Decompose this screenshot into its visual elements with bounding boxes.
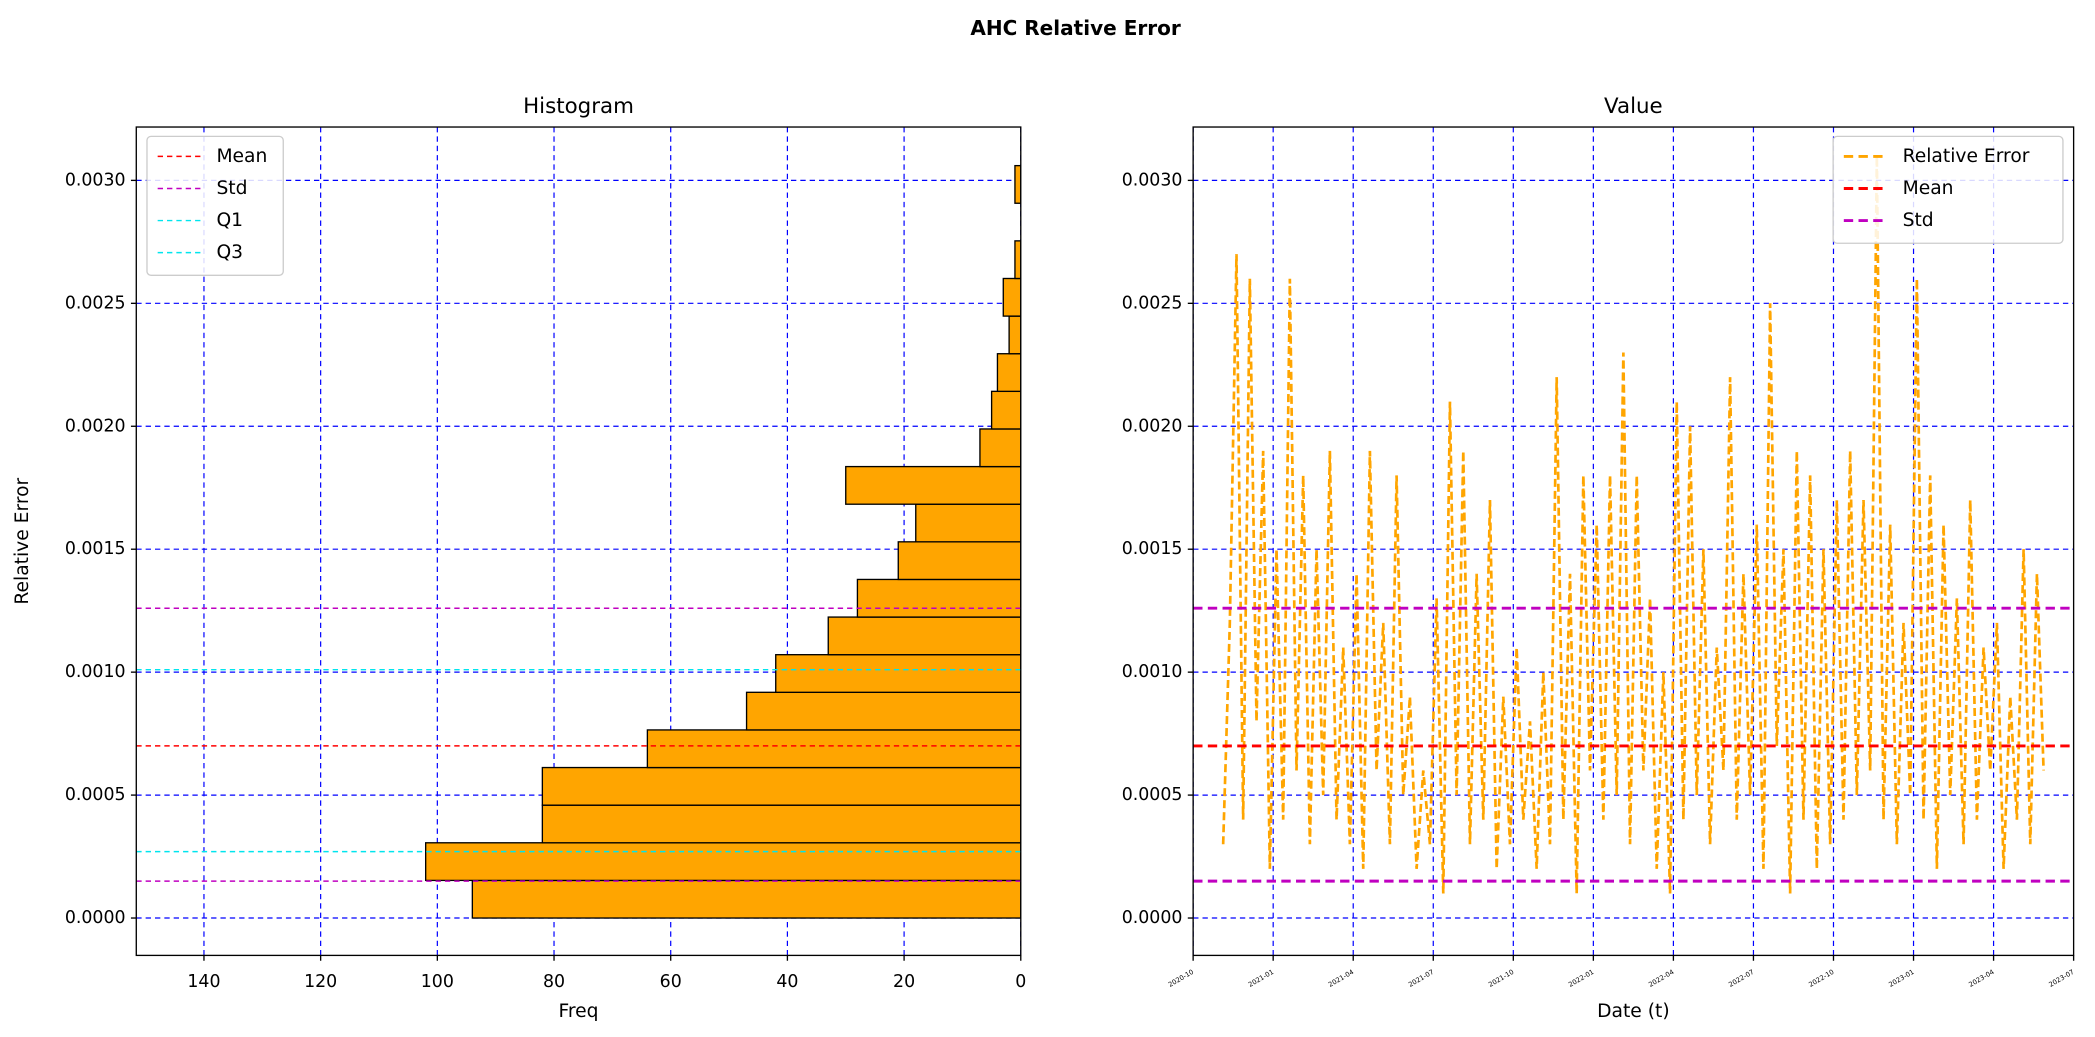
legend-label: Std (216, 178, 247, 199)
y-tick-label: 0.0020 (65, 416, 126, 436)
x-tick-label: 0 (1015, 972, 1026, 992)
legend-box (1832, 135, 2064, 244)
axes-frame (1192, 126, 2075, 957)
x-tick-label: 20 (893, 972, 915, 992)
bar (827, 616, 1021, 656)
bar (745, 691, 1021, 731)
line-series (1221, 155, 2045, 894)
bar (915, 503, 1021, 543)
bar (425, 842, 1021, 882)
legend-label: Q1 (216, 210, 243, 231)
x-tick-label: 80 (543, 972, 565, 992)
y-axis-label: Relative Error (12, 477, 33, 604)
bar (541, 804, 1021, 844)
y-tick-label: 0.0025 (65, 293, 126, 313)
bar (845, 465, 1021, 505)
y-tick-label: 0.0030 (65, 170, 126, 190)
y-tick-label: 0.0015 (1122, 539, 1183, 559)
y-tick-label: 0.0030 (1122, 170, 1183, 190)
x-tick-label: 100 (421, 972, 454, 992)
y-tick-label: 0.0005 (1122, 785, 1183, 805)
y-tick-label: 0.0000 (65, 908, 126, 928)
bar (897, 541, 1021, 581)
legend-label: Std (1903, 210, 1934, 231)
bar (990, 390, 1021, 430)
x-axis-label: Freq (559, 1001, 599, 1022)
y-tick-label: 0.0015 (65, 539, 126, 559)
y-tick-label: 0.0000 (1122, 908, 1183, 928)
bar (775, 654, 1021, 693)
y-tick-label: 0.0005 (65, 785, 126, 805)
legend-box (146, 135, 284, 276)
y-tick-label: 0.0020 (1122, 416, 1183, 436)
y-tick-label: 0.0025 (1122, 293, 1183, 313)
figure-title: AHC Relative Error (970, 16, 1181, 40)
bar (996, 353, 1021, 393)
legend-label: Mean (1903, 178, 1954, 199)
bar (1008, 315, 1021, 355)
plot-area (136, 127, 1021, 956)
bar (979, 428, 1021, 468)
bar (646, 729, 1021, 769)
bar (471, 879, 1021, 919)
x-tick-label: 120 (304, 972, 337, 992)
bar (856, 578, 1021, 618)
y-tick-label: 0.0010 (65, 662, 126, 682)
axes-title: Value (1604, 94, 1663, 119)
x-tick-label: 40 (776, 972, 798, 992)
legend-label: Mean (216, 146, 267, 167)
axes-frame (135, 126, 1022, 957)
y-tick-label: 0.0010 (1122, 662, 1183, 682)
bar (541, 766, 1021, 806)
legend-label: Q3 (216, 242, 243, 263)
bar (1014, 164, 1021, 204)
x-tick-label: 60 (660, 972, 682, 992)
legend-label: Relative Error (1903, 146, 2030, 167)
axes-title: Histogram (523, 94, 634, 119)
x-tick-label: 140 (187, 972, 220, 992)
bar (1014, 240, 1021, 280)
x-axis-label: Date (t) (1597, 1001, 1670, 1022)
bar (1002, 277, 1021, 317)
plot-area (1193, 127, 2074, 956)
